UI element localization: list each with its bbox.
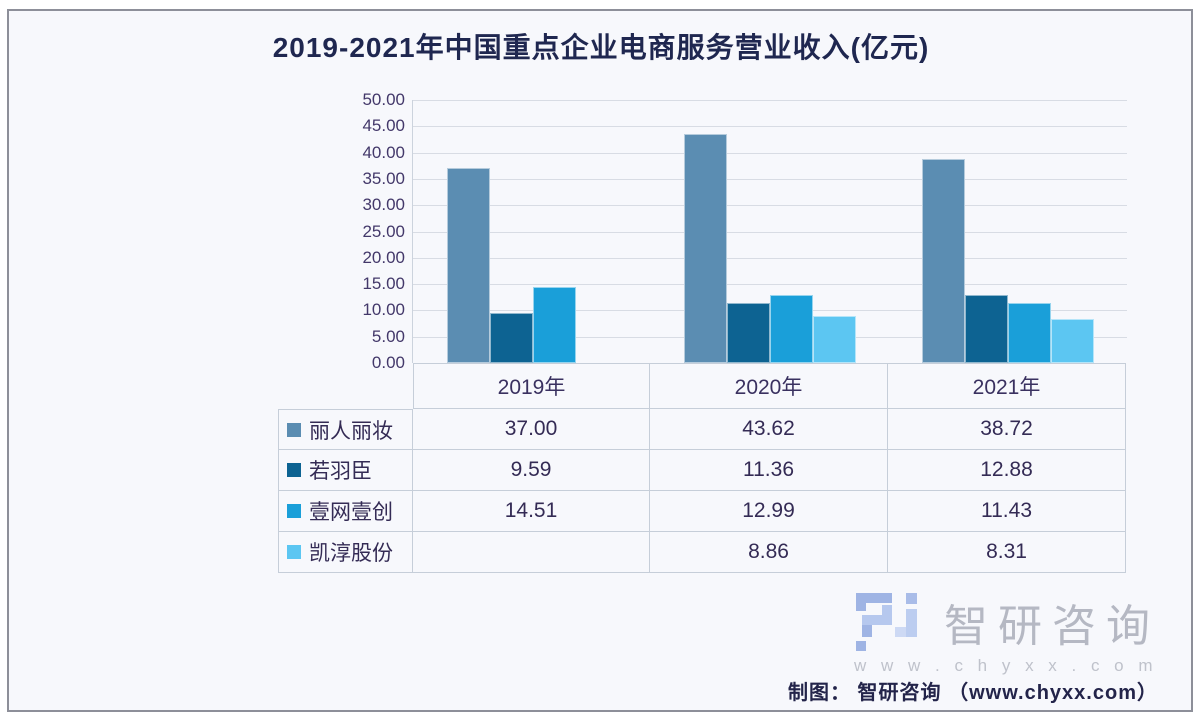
legend-label: 若羽臣	[309, 460, 372, 483]
y-tick-label: 35.00	[362, 168, 405, 188]
watermark-url: w w w . c h y x x . c o m	[854, 656, 1158, 675]
gridline	[413, 205, 1127, 207]
value-cell-壹网壹创-2021年: 11.43	[888, 491, 1126, 532]
gridline	[413, 126, 1127, 128]
y-tick-label: 0.00	[371, 353, 405, 372]
legend-cell-壹网壹创: 壹网壹创	[278, 491, 413, 532]
value-cell-若羽臣-2021年: 12.88	[888, 450, 1126, 491]
value-cell-丽人丽妆-2021年: 38.72	[888, 409, 1126, 450]
value-cell-壹网壹创-2020年: 12.99	[650, 491, 888, 532]
bar-丽人丽妆-2020年	[684, 133, 727, 363]
gridline	[413, 231, 1127, 233]
legend-swatch-icon	[287, 504, 301, 518]
zhiyan-2i-logo-icon	[856, 593, 917, 651]
value-cell-凯淳股份-2021年: 8.31	[888, 532, 1126, 573]
bar-壹网壹创-2019年	[533, 286, 576, 363]
legend-swatch-icon	[287, 422, 301, 437]
bar-壹网壹创-2020年	[770, 294, 813, 363]
table-header-2020年: 2020年	[650, 363, 888, 409]
chart-title: 2019-2021年中国重点企业电商服务营业收入(亿元)	[272, 32, 930, 63]
legend-cell-丽人丽妆: 丽人丽妆	[278, 409, 413, 450]
y-tick-label: 10.00	[362, 300, 405, 320]
y-tick-label: 50.00	[362, 90, 405, 109]
legend-label: 壹网壹创	[309, 501, 393, 524]
y-tick-label: 30.00	[362, 195, 405, 215]
y-tick-label: 15.00	[362, 274, 405, 294]
gridline	[413, 152, 1127, 154]
legend-cell-凯淳股份: 凯淳股份	[278, 532, 413, 573]
bar-若羽臣-2020年	[727, 303, 770, 363]
value-cell-壹网壹创-2019年: 14.51	[413, 491, 650, 532]
bar-凯淳股份-2020年	[813, 316, 856, 363]
value-cell-凯淳股份-2020年: 8.86	[650, 532, 888, 573]
legend-label: 凯淳股份	[309, 542, 393, 565]
source-caption: 制图： 智研咨询 （www.chyxx.com）	[788, 682, 1158, 704]
value-cell-丽人丽妆-2020年: 43.62	[650, 409, 888, 450]
table-header-2021年: 2021年	[888, 363, 1126, 409]
data-table: 2019年 2020年 2021年丽人丽妆 37.00 43.62 38.72 若羽臣 9.5…	[278, 363, 1126, 573]
value-cell-若羽臣-2020年: 11.36	[650, 450, 888, 491]
legend-cell-若羽臣: 若羽臣	[278, 450, 413, 491]
y-tick-label: 45.00	[362, 116, 405, 136]
watermark: 智研咨询 w w w . c h y x x . c o m	[854, 590, 1166, 676]
table-corner-empty	[278, 363, 413, 409]
gridline	[413, 257, 1127, 259]
plot-area	[412, 100, 1127, 363]
bar-丽人丽妆-2021年	[922, 159, 965, 363]
legend-swatch-icon	[287, 463, 301, 477]
bar-若羽臣-2021年	[965, 295, 1008, 363]
value-cell-丽人丽妆-2019年: 37.00	[413, 409, 650, 450]
value-cell-若羽臣-2019年: 9.59	[413, 450, 650, 491]
watermark-brand: 智研咨询	[944, 602, 1160, 651]
y-axis: 50.00 45.00 40.00 35.00 30.00 25.00 20.00 15.00…	[305, 90, 405, 372]
value-cell-凯淳股份-2019年	[413, 532, 650, 573]
y-tick-label: 20.00	[362, 247, 405, 267]
legend-swatch-icon	[287, 545, 301, 559]
legend-label: 丽人丽妆	[309, 419, 393, 443]
gridline	[413, 284, 1127, 286]
bar-丽人丽妆-2019年	[447, 168, 490, 363]
table-header-2019年: 2019年	[413, 363, 650, 409]
bar-壹网壹创-2021年	[1008, 302, 1051, 363]
bar-若羽臣-2019年	[490, 312, 533, 363]
y-tick-label: 40.00	[362, 142, 405, 162]
gridline	[413, 178, 1127, 180]
y-tick-label: 25.00	[362, 221, 405, 241]
gridline	[413, 100, 1127, 101]
y-tick-label: 5.00	[371, 326, 405, 346]
bar-凯淳股份-2021年	[1051, 319, 1094, 363]
